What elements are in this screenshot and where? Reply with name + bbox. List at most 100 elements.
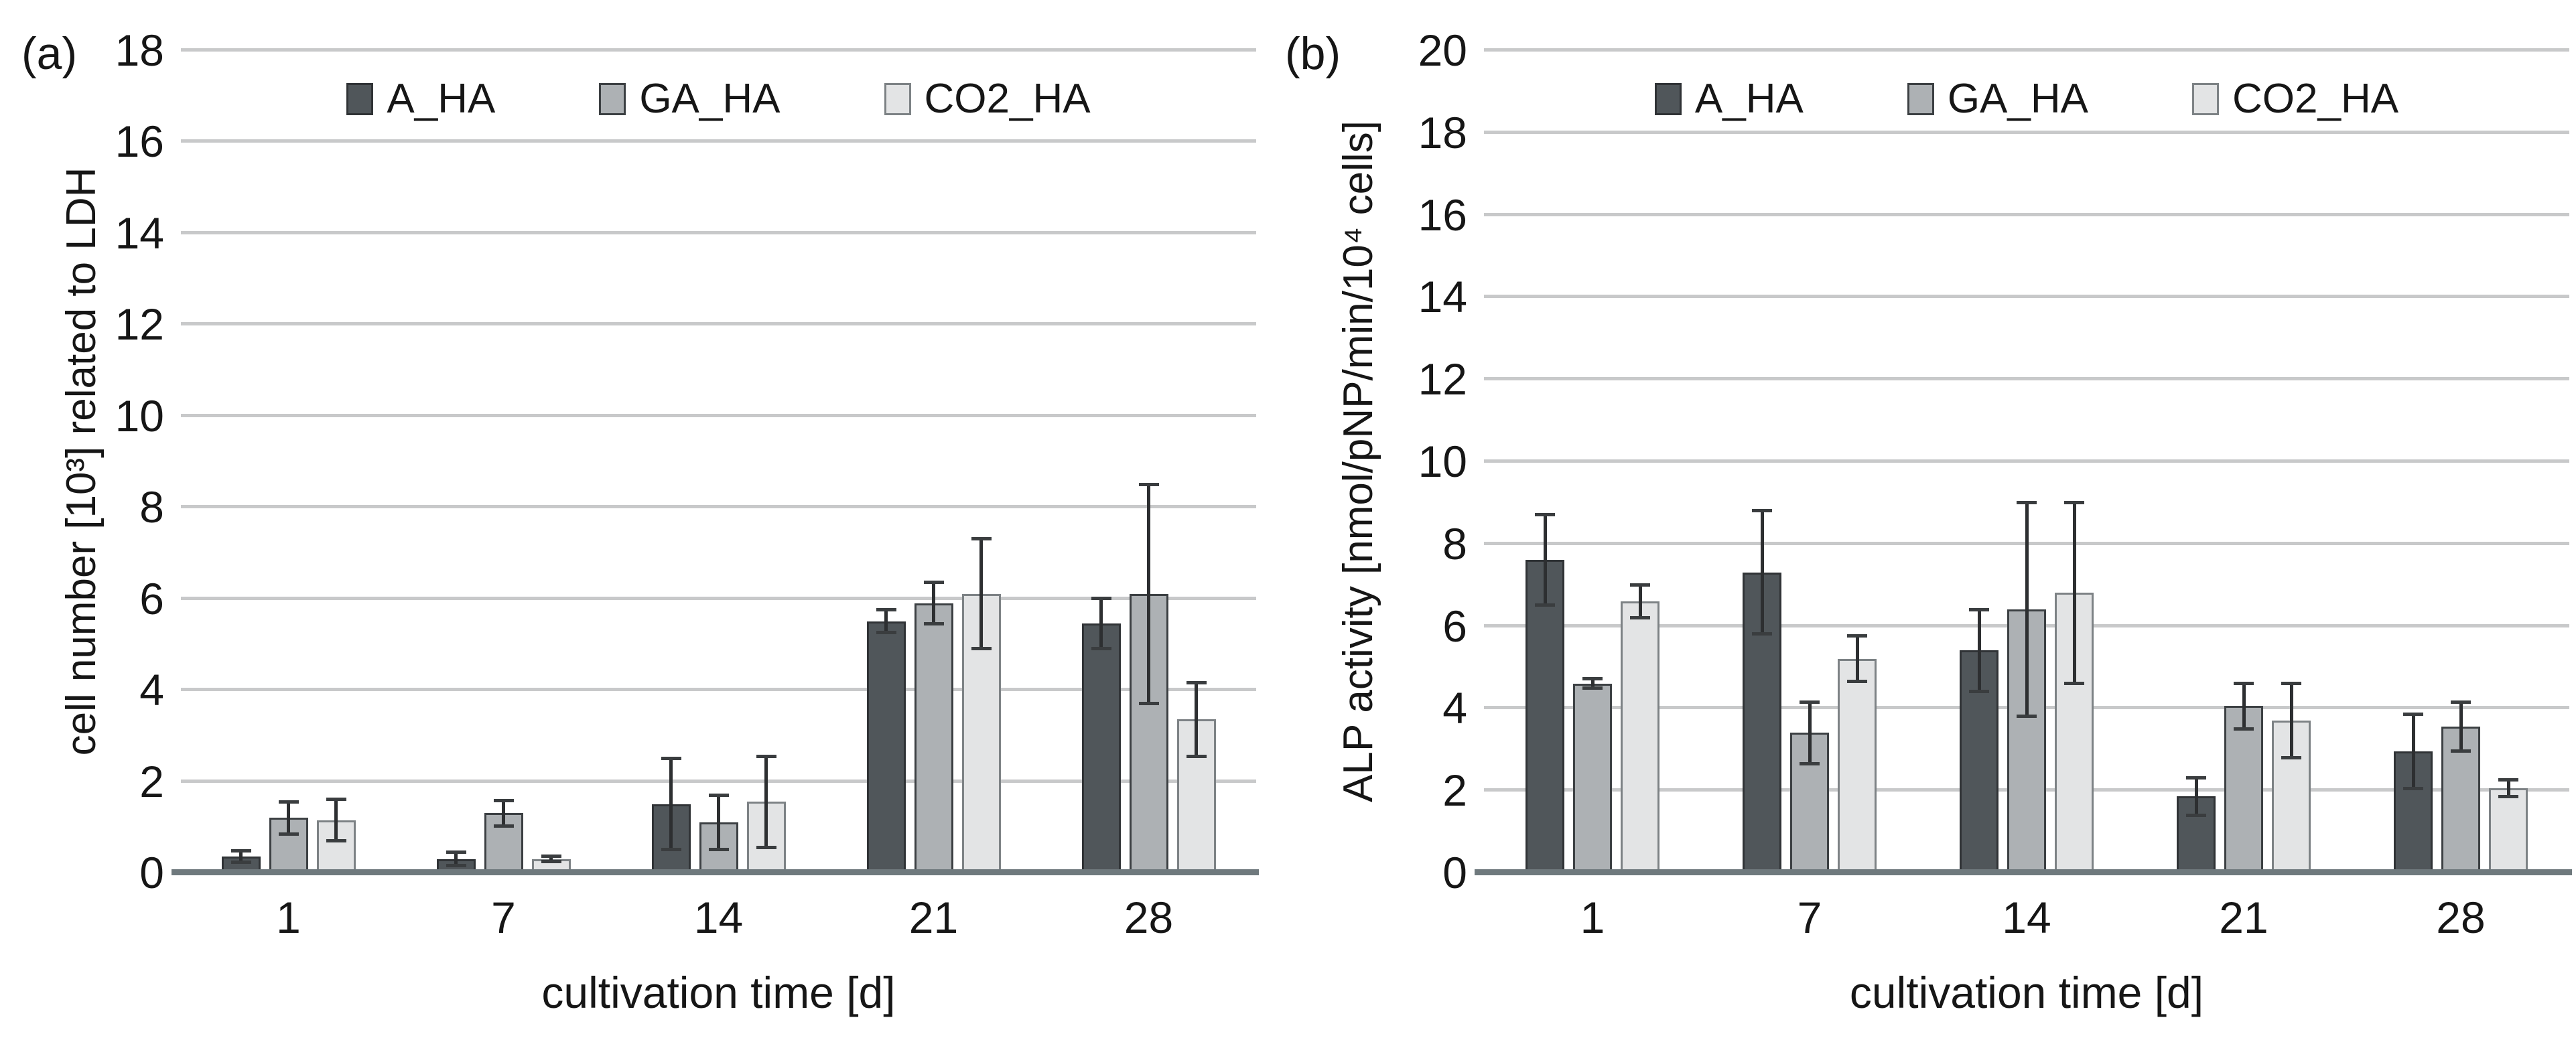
error-bar [884,609,888,633]
x-axis-tick-label: 21 [908,893,959,942]
error-bar-cap [541,860,561,864]
gridline [181,139,1256,143]
error-bar-cap [708,793,729,797]
error-bar-cap [1847,680,1867,683]
legend-label: GA_HA [639,76,781,122]
x-axis-line [172,869,1259,875]
panel-a-plot-area: A_HA GA_HA CO2_HA [172,48,1259,875]
gridline [181,322,1256,326]
error-bar-cap [1582,686,1603,690]
legend-label: CO2_HA [924,76,1091,122]
error-bar [334,799,338,841]
y-axis-tick-label: 0 [139,848,164,897]
legend-item-GA_HA: GA_HA [599,76,781,123]
gridline [181,596,1256,600]
y-axis-tick-label: 18 [115,25,164,75]
error-bar [1855,636,1859,682]
gridline [1484,48,2569,52]
gridline [181,688,1256,692]
error-bar-cap [1800,700,1820,704]
error-bar [1195,682,1198,757]
legend-label: A_HA [1694,76,1804,122]
error-bar [1543,514,1547,605]
error-bar-cap [1091,597,1111,601]
y-axis-tick-label: 14 [115,208,164,258]
error-bar [669,758,673,850]
y-axis-tick-label: 10 [1418,437,1467,486]
panel-b-x-axis-title: cultivation time [d] [1849,968,2204,1017]
error-bar-cap [2451,700,2471,704]
bar-CO2_HA-day7 [1838,658,1877,873]
error-bar-cap [1752,509,1772,513]
error-bar-cap [1091,647,1111,651]
error-bar [2072,502,2076,684]
error-bar-cap [2403,713,2423,717]
error-bar-cap [1535,603,1555,607]
x-axis-tick-label: 1 [1580,893,1605,942]
y-axis-tick-label: 18 [1418,107,1467,157]
error-bar-cap [1800,761,1820,765]
error-bar [2459,702,2463,751]
error-bar-cap [1752,632,1772,636]
gridline [1484,459,2569,463]
error-bar-cap [2281,682,2301,686]
legend-swatch-icon [884,83,911,115]
error-bar-cap [230,849,251,853]
x-axis-tick-label: 28 [1124,893,1174,942]
error-bar-cap [661,848,681,852]
y-axis-tick-label: 16 [1418,190,1467,240]
error-bar-cap [2186,776,2206,780]
x-axis-tick-label: 14 [693,893,744,942]
panel-b-letter: (b) [1285,28,1341,79]
error-bar-cap [446,850,466,854]
legend-item-CO2_HA: CO2_HA [2192,76,2398,123]
error-bar-cap [1847,634,1867,638]
error-bar [1760,510,1764,634]
bar-A_HA-day21 [866,621,906,873]
gridline [181,48,1256,52]
error-bar-cap [708,848,729,852]
legend-label: CO2_HA [2232,76,2399,122]
bar-A_HA-day28 [1081,623,1121,873]
x-axis-tick-label: 14 [2002,893,2051,942]
legend-item-CO2_HA: CO2_HA [884,76,1091,123]
error-bar-cap [326,838,346,842]
error-bar-cap [1969,607,1989,611]
error-bar-cap [1535,513,1555,517]
error-bar-cap [326,798,346,802]
y-axis-tick-label: 12 [1418,354,1467,404]
error-bar [1099,598,1103,649]
y-axis-tick-label: 12 [115,299,164,350]
error-bar [454,852,458,866]
x-axis-tick-label: 7 [1797,893,1822,942]
error-bar [287,802,290,834]
legend: A_HA GA_HA CO2_HA [1484,76,2569,123]
gridline [1484,130,2569,134]
panel-b-plot-area: A_HA GA_HA CO2_HA [1475,48,2572,875]
error-bar [2025,502,2029,717]
error-bar [2506,780,2510,797]
error-bar-cap [1186,681,1207,685]
legend-swatch-icon [1907,83,1934,115]
error-bar-cap [278,832,299,836]
panel-a-x-axis-title: cultivation time [d] [541,968,896,1017]
error-bar-cap [1630,615,1650,619]
error-bar-cap [661,756,681,760]
error-bar-cap [1138,482,1159,486]
error-bar-cap [493,824,514,828]
bar-GA_HA-day1 [1573,683,1612,873]
gridline [1484,212,2569,216]
bar-GA_HA-day21 [914,603,953,873]
legend-label: A_HA [387,76,496,122]
error-bar-cap [1969,690,1989,694]
error-bar-cap [2234,727,2254,731]
legend-item-A_HA: A_HA [346,76,495,123]
bar-CO2_HA-day1 [1621,601,1659,873]
legend-swatch-icon [599,83,626,115]
error-bar-cap [2403,786,2423,790]
y-axis-tick-label: 20 [1418,25,1467,75]
error-bar [2411,714,2415,789]
y-axis-tick-label: 10 [115,390,164,441]
error-bar-cap [876,631,896,635]
